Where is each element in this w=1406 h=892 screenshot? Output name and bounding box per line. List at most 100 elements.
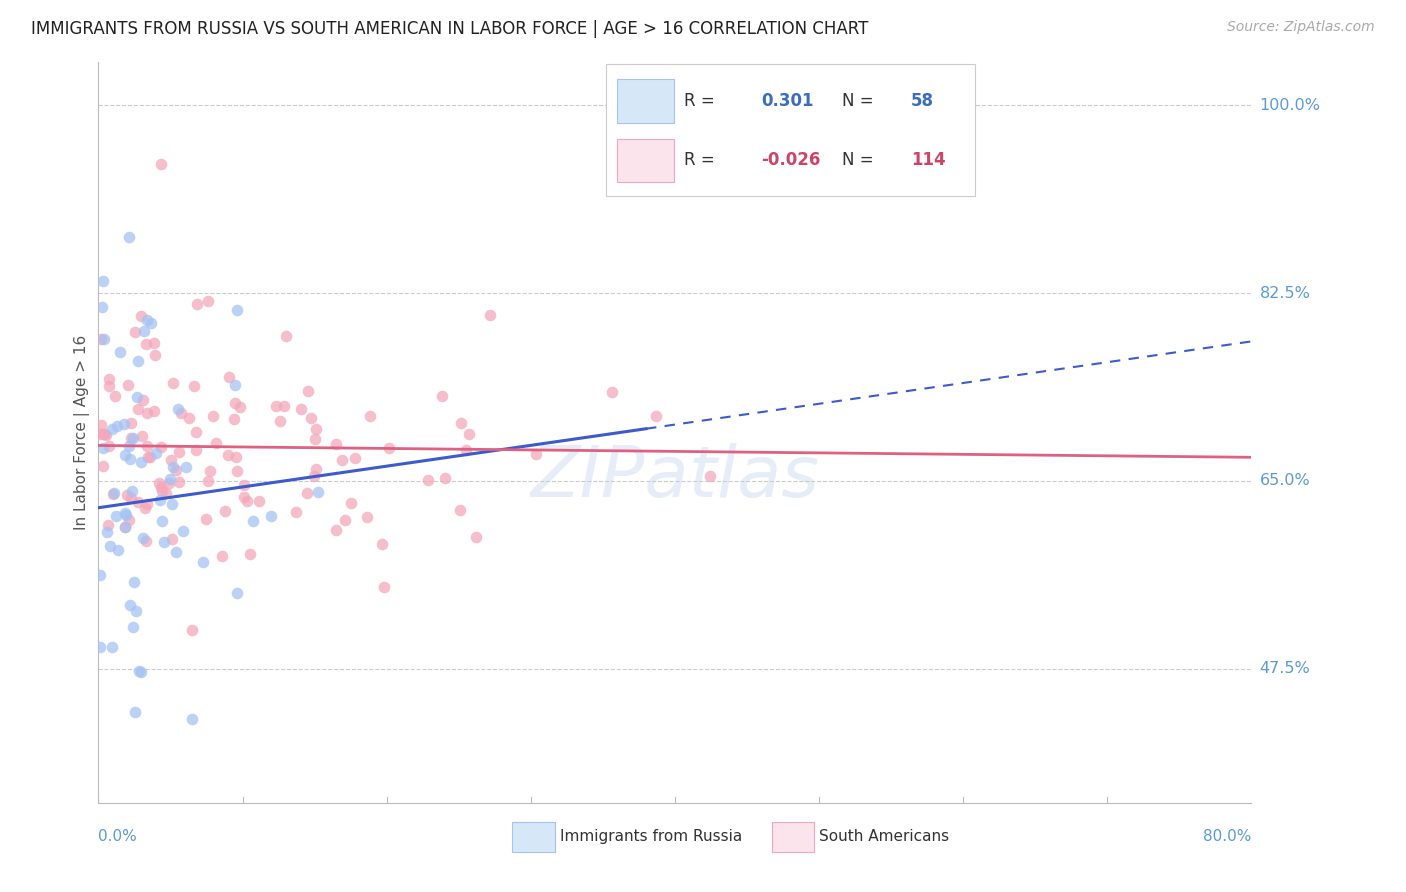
Point — [160, 532, 183, 546]
Point — [236, 494, 259, 508]
Point — [91, 441, 114, 455]
Point — [150, 514, 173, 528]
Point — [297, 384, 319, 399]
FancyBboxPatch shape — [617, 138, 673, 182]
Point — [299, 410, 322, 425]
Point — [145, 446, 167, 460]
Point — [124, 325, 146, 339]
Point — [150, 441, 173, 455]
Point — [91, 300, 114, 314]
Point — [273, 399, 295, 413]
Point — [174, 460, 197, 475]
Text: IMMIGRANTS FROM RUSSIA VS SOUTH AMERICAN IN LABOR FORCE | AGE > 16 CORRELATION C: IMMIGRANTS FROM RUSSIA VS SOUTH AMERICAN… — [31, 20, 869, 37]
Point — [100, 421, 122, 435]
Point — [103, 485, 125, 500]
Point — [307, 484, 329, 499]
Point — [165, 545, 187, 559]
Point — [239, 548, 262, 562]
Point — [233, 477, 256, 491]
Point — [226, 464, 249, 478]
Text: 80.0%: 80.0% — [1204, 830, 1251, 845]
Point — [325, 523, 347, 537]
Point — [105, 419, 128, 434]
Point — [184, 443, 207, 458]
Point — [90, 417, 112, 432]
Text: R =: R = — [685, 92, 714, 110]
Point — [96, 524, 118, 539]
Point — [418, 473, 440, 487]
Point — [432, 389, 454, 403]
Point — [160, 497, 183, 511]
Text: 58: 58 — [911, 92, 934, 110]
Point — [120, 416, 142, 430]
Text: Source: ZipAtlas.com: Source: ZipAtlas.com — [1227, 20, 1375, 34]
Point — [356, 509, 378, 524]
Point — [91, 458, 114, 473]
Point — [98, 379, 121, 393]
Point — [141, 316, 163, 330]
Point — [197, 293, 219, 308]
Point — [120, 491, 142, 506]
Point — [226, 586, 249, 600]
Point — [128, 665, 150, 679]
Point — [136, 450, 159, 465]
Point — [149, 156, 172, 170]
Point — [149, 493, 172, 508]
Text: 0.301: 0.301 — [762, 92, 814, 110]
Point — [132, 531, 155, 545]
Point — [152, 483, 174, 498]
Point — [139, 450, 162, 464]
Point — [97, 372, 120, 386]
Point — [136, 497, 159, 511]
Point — [165, 463, 187, 477]
Point — [148, 475, 170, 490]
Point — [217, 448, 239, 462]
Point — [134, 324, 156, 338]
Point — [135, 439, 157, 453]
Point — [125, 604, 148, 618]
Text: 0.0%: 0.0% — [98, 830, 138, 845]
Point — [371, 537, 394, 551]
Point — [120, 431, 142, 445]
Point — [118, 439, 141, 453]
Point — [136, 313, 159, 327]
Point — [129, 665, 152, 679]
Point — [177, 411, 200, 425]
Point — [115, 508, 138, 523]
Point — [340, 496, 363, 510]
Point — [645, 409, 668, 423]
Point — [302, 469, 325, 483]
Point — [211, 549, 233, 563]
Point — [450, 416, 472, 430]
Point — [98, 439, 121, 453]
Point — [104, 389, 127, 403]
Point — [153, 534, 176, 549]
Text: R =: R = — [685, 151, 714, 169]
Point — [247, 494, 270, 508]
Point — [183, 379, 205, 393]
Point — [222, 412, 245, 426]
Point — [98, 540, 121, 554]
Point — [118, 513, 141, 527]
Text: South Americans: South Americans — [820, 830, 949, 845]
Point — [186, 297, 208, 311]
Point — [129, 310, 152, 324]
Point — [122, 620, 145, 634]
Point — [699, 468, 721, 483]
Point — [157, 475, 180, 490]
Text: Immigrants from Russia: Immigrants from Russia — [560, 830, 742, 845]
Point — [181, 624, 204, 638]
Point — [218, 370, 240, 384]
Point — [434, 471, 457, 485]
Y-axis label: In Labor Force | Age > 16: In Labor Force | Age > 16 — [75, 335, 90, 530]
Point — [373, 580, 395, 594]
Point — [150, 480, 173, 494]
Point — [91, 274, 114, 288]
Point — [343, 450, 366, 465]
Point — [122, 431, 145, 445]
Point — [202, 409, 225, 423]
Point — [305, 462, 328, 476]
Point — [225, 450, 247, 464]
Point — [107, 543, 129, 558]
Point — [330, 453, 353, 467]
